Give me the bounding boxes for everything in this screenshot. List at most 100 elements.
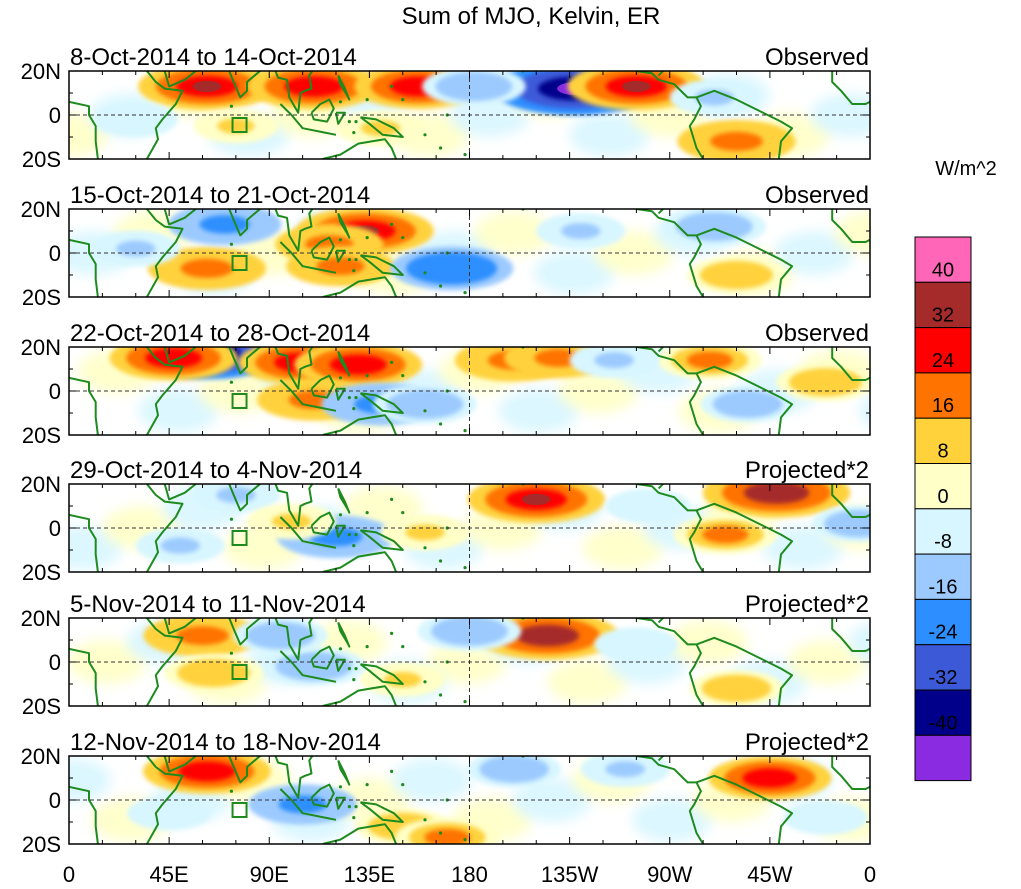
panel-period-label: 15-Oct-2014 to 21-Oct-2014 [70, 182, 370, 209]
panel-5: 20N 0 20S 5-Nov-2014 to 11-Nov-2014 Projecte… [21, 591, 871, 719]
lat-tick-label: 20N [21, 197, 61, 222]
anomaly-9 [811, 505, 870, 543]
anomaly-field [69, 484, 870, 570]
colorbar-tick-label: -16 [929, 576, 958, 598]
reference-box [231, 802, 248, 818]
panel-tag-label: Projected*2 [745, 591, 869, 618]
anomaly-8 [687, 255, 786, 295]
lat-tick-label: 0 [49, 241, 61, 266]
colorbar-tick-label: 24 [932, 350, 954, 372]
reference-box [231, 393, 248, 409]
lat-tick-label: 0 [49, 103, 61, 128]
anomaly-5 [135, 527, 225, 564]
anomaly-3 [147, 247, 267, 290]
lon-tick-label: 45E [150, 862, 189, 887]
anomaly-field [69, 209, 870, 295]
lat-tick-label: 20N [21, 59, 61, 84]
anomaly-9 [783, 800, 868, 835]
lat-tick-label: 20S [22, 285, 61, 310]
colorbar-tick-label: 40 [932, 259, 954, 281]
anomaly-11 [776, 363, 870, 402]
anomaly-9 [91, 230, 181, 267]
coastlines [69, 71, 870, 159]
colorbar-box [914, 553, 972, 600]
coastlines [69, 347, 870, 435]
panels-layer: 20N 0 20S 8-Oct-2014 to 14-Oct-2014 Observed… [21, 44, 871, 857]
anomaly-field [69, 618, 870, 706]
anomaly-13 [569, 347, 659, 379]
colorbar: W/m^2 40 32 24 16 8 0 -8 -16 -24 -32 -40 [914, 158, 997, 782]
lat-tick-label: 20S [22, 694, 61, 719]
colorbar-tick-label: -8 [934, 531, 952, 553]
anomaly-6 [164, 653, 264, 693]
colorbar-box [914, 372, 972, 419]
lon-tick-label: 180 [451, 862, 488, 887]
panel-tag-label: Observed [765, 320, 869, 347]
colorbar-box [914, 508, 972, 555]
anomaly-6 [390, 246, 514, 291]
colorbar-box [914, 598, 972, 646]
anomaly-11 [193, 108, 278, 144]
colorbar-tick-label: 0 [937, 486, 948, 508]
panel-6: 20N 0 20S 12-Nov-2014 to 18-Nov-2014 Project… [21, 729, 871, 857]
coastlines [69, 618, 870, 706]
colorbar-tick-label: 16 [932, 395, 954, 417]
lat-tick-label: 0 [49, 379, 61, 404]
reference-box [231, 117, 248, 133]
colorbar-box [914, 689, 972, 736]
reference-box [231, 530, 248, 546]
anomaly-7 [673, 514, 778, 555]
lat-tick-label: 20N [21, 472, 61, 497]
lat-tick-label: 20S [22, 832, 61, 857]
colorbar-box [914, 463, 972, 510]
lon-tick-label: 90E [250, 862, 289, 887]
anomaly-9 [594, 627, 679, 662]
colorbar-tick-labels: 40 32 24 16 8 0 -8 -16 -24 -32 -40 [929, 259, 958, 734]
colorbar-box [914, 327, 972, 374]
panel-tag-label: Projected*2 [745, 457, 869, 484]
lon-tick-label: 135E [344, 862, 395, 887]
panel-period-label: 5-Nov-2014 to 11-Nov-2014 [70, 591, 366, 618]
panel-3: 20N 0 20S 22-Oct-2014 to 28-Oct-2014 Observe… [21, 320, 871, 448]
lat-tick-label: 20N [21, 606, 61, 631]
anomaly-2 [702, 484, 851, 518]
anomaly-6 [380, 514, 470, 551]
lat-tick-label: 0 [49, 650, 61, 675]
anomaly-1 [467, 484, 606, 524]
anomaly-6 [422, 71, 526, 106]
panel-period-label: 22-Oct-2014 to 28-Oct-2014 [70, 320, 370, 347]
lat-tick-label: 20N [21, 744, 61, 769]
colorbar-tick-label: -32 [929, 667, 958, 689]
anomaly-5 [168, 209, 282, 246]
panel-tag-label: Projected*2 [745, 729, 869, 756]
chart-title: Sum of MJO, Kelvin, ER [402, 3, 661, 30]
anomaly-10 [657, 347, 762, 380]
colorbar-box [914, 644, 972, 691]
anomaly-2 [708, 756, 832, 800]
colorbar-box [914, 236, 972, 283]
anomaly-8 [360, 662, 445, 697]
anomaly-7 [395, 817, 500, 844]
panel-1: 20N 0 20S 8-Oct-2014 to 14-Oct-2014 Observed [21, 44, 871, 172]
panel-period-label: 8-Oct-2014 to 14-Oct-2014 [70, 44, 357, 71]
lat-tick-label: 20S [22, 147, 61, 172]
panel-tag-label: Observed [765, 182, 869, 209]
panel-period-label: 12-Nov-2014 to 18-Nov-2014 [70, 729, 381, 756]
anomaly-7 [689, 669, 784, 706]
panel-2: 20N 0 20S 15-Oct-2014 to 21-Oct-2014 Observe… [21, 182, 871, 310]
lon-tick-label: 0 [864, 862, 876, 887]
coastlines [69, 484, 870, 572]
anomaly-4 [233, 618, 328, 655]
lon-tick-label: 0 [63, 862, 75, 887]
colorbar-box [914, 281, 972, 329]
colorbar-tick-label: 8 [937, 441, 948, 463]
anomaly-1 [142, 756, 271, 794]
colorbar-units: W/m^2 [935, 158, 997, 180]
panel-tag-label: Observed [765, 44, 869, 71]
panel-4: 20N 0 20S 29-Oct-2014 to 4-Nov-2014 Projecte… [21, 457, 871, 585]
anomaly-12 [700, 385, 795, 423]
anomaly-5 [580, 756, 670, 788]
colorbar-tick-label: -24 [929, 622, 958, 644]
colorbar-box [914, 734, 972, 782]
